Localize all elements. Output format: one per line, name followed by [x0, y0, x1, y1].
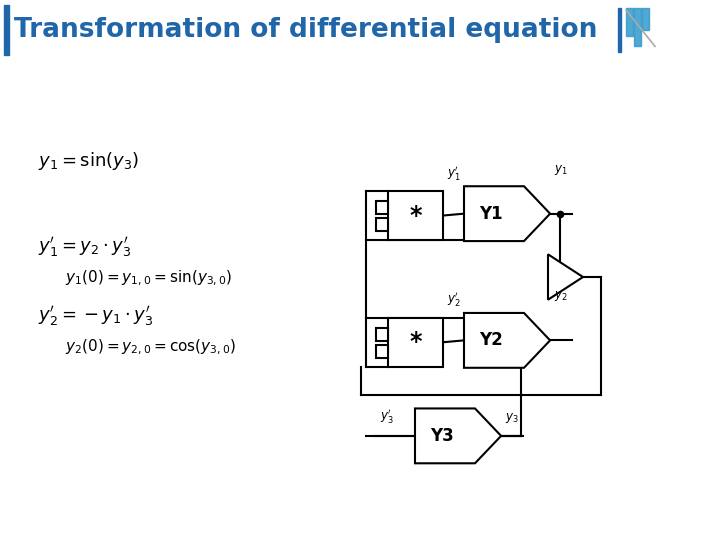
Text: $y_1' = y_2 \cdot y_3'$: $y_1' = y_2 \cdot y_3'$	[38, 235, 131, 259]
Text: $y_2(0) = y_{2,0} = \cos(y_{3,0})$: $y_2(0) = y_{2,0} = \cos(y_{3,0})$	[65, 338, 236, 357]
Bar	[388, 191, 443, 240]
Text: Y1: Y1	[480, 205, 503, 222]
Text: $y_3'$: $y_3'$	[380, 407, 394, 424]
Text: *: *	[409, 330, 422, 354]
Text: Y2: Y2	[479, 332, 503, 349]
Polygon shape	[464, 313, 550, 368]
Bar	[626, 8, 633, 36]
Text: $y_2$: $y_2$	[554, 289, 568, 303]
Bar	[376, 201, 388, 214]
Text: *: *	[409, 204, 422, 227]
Polygon shape	[548, 254, 583, 300]
Text: $y_2'$: $y_2'$	[447, 290, 461, 308]
Text: Transformation of differential equation: Transformation of differential equation	[14, 17, 598, 43]
Bar	[650, 509, 652, 536]
Bar	[634, 8, 641, 46]
Bar	[376, 345, 388, 358]
Bar	[642, 8, 649, 30]
Text: Y3: Y3	[430, 427, 454, 445]
Polygon shape	[415, 408, 501, 463]
Text: $y_1(0) = y_{1,0} = \sin(y_{3,0})$: $y_1(0) = y_{1,0} = \sin(y_{3,0})$	[65, 268, 232, 288]
Text: $y_2' = -y_1 \cdot y_3'$: $y_2' = -y_1 \cdot y_3'$	[38, 305, 153, 328]
Text: $y_1'$: $y_1'$	[447, 164, 461, 181]
Text: $y_1 = \sin(y_3)$: $y_1 = \sin(y_3)$	[38, 150, 139, 172]
Bar	[4, 5, 9, 56]
Polygon shape	[464, 186, 550, 241]
Bar	[618, 8, 621, 52]
Text: 50: 50	[658, 516, 678, 530]
Bar	[376, 328, 388, 341]
Text: www.itsolution.cz/TKSL: www.itsolution.cz/TKSL	[545, 516, 680, 529]
Bar	[388, 318, 443, 367]
Text: $y_1$: $y_1$	[554, 163, 568, 177]
Bar	[376, 218, 388, 231]
Text: $y_3$: $y_3$	[505, 410, 519, 424]
